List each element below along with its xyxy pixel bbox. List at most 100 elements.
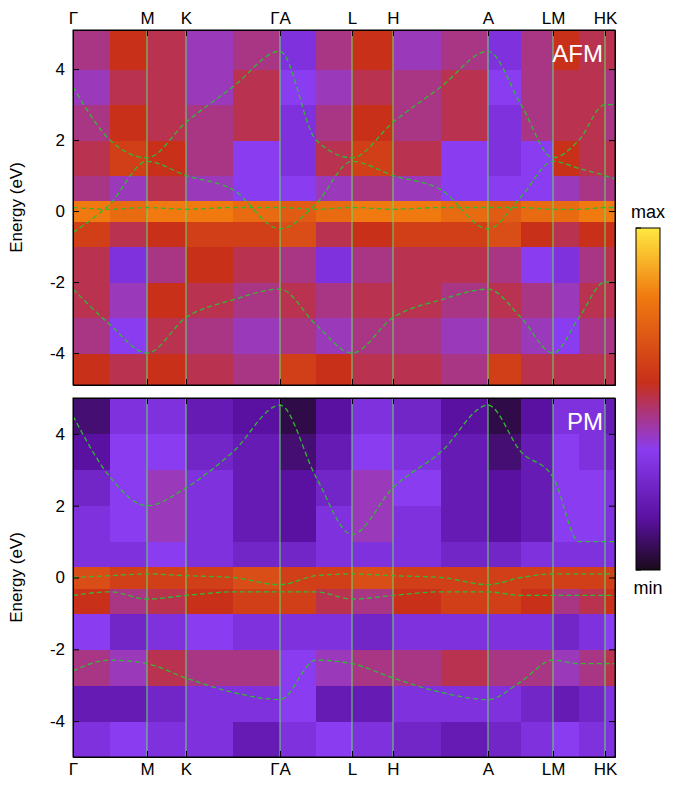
tick: M: [140, 9, 154, 36]
tick-mark: [280, 30, 281, 36]
cell: [186, 542, 234, 568]
tick-label: L: [348, 760, 357, 779]
colorbar: maxmin: [631, 202, 665, 598]
cell: [441, 353, 489, 385]
cell: [579, 542, 606, 568]
colorbar-tick: [636, 570, 641, 571]
cell: [280, 69, 317, 105]
cell: [393, 470, 442, 506]
cell: [316, 685, 353, 721]
tick: [605, 398, 606, 404]
cell: [605, 176, 615, 201]
x-axis: [74, 398, 616, 404]
cell: [553, 434, 580, 470]
cell: [488, 247, 522, 283]
colorbar-tick: [636, 228, 641, 229]
tick-label: 0: [56, 202, 65, 221]
cell: [393, 30, 442, 70]
cell: [110, 200, 148, 222]
cell: [553, 282, 580, 318]
grid-line: [352, 398, 353, 757]
tick: ΓA: [270, 751, 291, 779]
cell: [579, 140, 606, 176]
cell: [147, 470, 187, 506]
cell: [553, 247, 580, 283]
grid-line: [186, 30, 187, 385]
tick-label: 2: [56, 131, 65, 150]
tick-mark: [553, 379, 554, 385]
tick-mark: [352, 379, 353, 385]
cell: [579, 353, 606, 385]
cell: [441, 685, 489, 721]
tick: H: [387, 751, 399, 779]
tick-mark: [352, 751, 353, 757]
tick: [609, 211, 615, 212]
x-axis: [74, 379, 616, 386]
grid-line: [393, 398, 394, 757]
cell: [488, 613, 522, 649]
cell: [352, 222, 394, 247]
panel-title: AFM: [552, 40, 603, 67]
cell: [186, 398, 234, 434]
cell: [147, 721, 187, 757]
cell: [553, 470, 580, 506]
tick-label: 2: [56, 497, 65, 516]
cell: [316, 721, 353, 757]
cell: [579, 105, 606, 141]
cell: [147, 200, 187, 222]
tick-mark: [73, 649, 79, 650]
y-axis: [609, 399, 616, 758]
cell: [316, 105, 353, 141]
tick: A: [483, 9, 495, 36]
tick-label: H: [387, 9, 399, 28]
tick-mark: [73, 140, 79, 141]
cell: [147, 506, 187, 542]
cell: [441, 69, 489, 105]
cell: [605, 588, 615, 614]
cell: [441, 105, 489, 141]
cell: [233, 398, 281, 434]
cell: [441, 434, 489, 470]
cell: [110, 567, 148, 589]
cell: [352, 176, 394, 201]
tick: [609, 434, 615, 435]
tick-mark: [609, 721, 615, 722]
tick-mark: [73, 506, 79, 507]
tick: H: [387, 9, 399, 36]
cell: [233, 318, 281, 354]
cell: [280, 721, 317, 757]
cell: [186, 30, 234, 70]
tick: [488, 398, 489, 404]
cell: [186, 140, 234, 176]
tick-label: L: [348, 9, 357, 28]
cell: [553, 222, 580, 247]
y-axis: -4-2024: [50, 399, 79, 758]
cell: [605, 353, 615, 385]
cell: [579, 200, 606, 222]
cell: [316, 506, 353, 542]
cell: [579, 69, 606, 105]
cell: [488, 398, 522, 434]
band-line: [73, 574, 615, 585]
cell: [605, 30, 615, 70]
tick: 4: [56, 425, 79, 444]
cell: [233, 105, 281, 141]
cell: [316, 318, 353, 354]
grid: [73, 398, 605, 757]
tick-mark: [393, 398, 394, 404]
cell: [605, 434, 615, 470]
cell: [233, 434, 281, 470]
cell: [316, 613, 353, 649]
cell: [147, 105, 187, 141]
cell: [110, 434, 148, 470]
tick-mark: [488, 379, 489, 385]
cell: [393, 222, 442, 247]
cell: [73, 434, 111, 470]
cell: [73, 567, 111, 589]
cell: [233, 685, 281, 721]
cell: [393, 613, 442, 649]
band-line: [73, 51, 615, 158]
bands: [73, 405, 615, 699]
tick: LM: [542, 9, 566, 36]
tick-mark: [553, 751, 554, 757]
